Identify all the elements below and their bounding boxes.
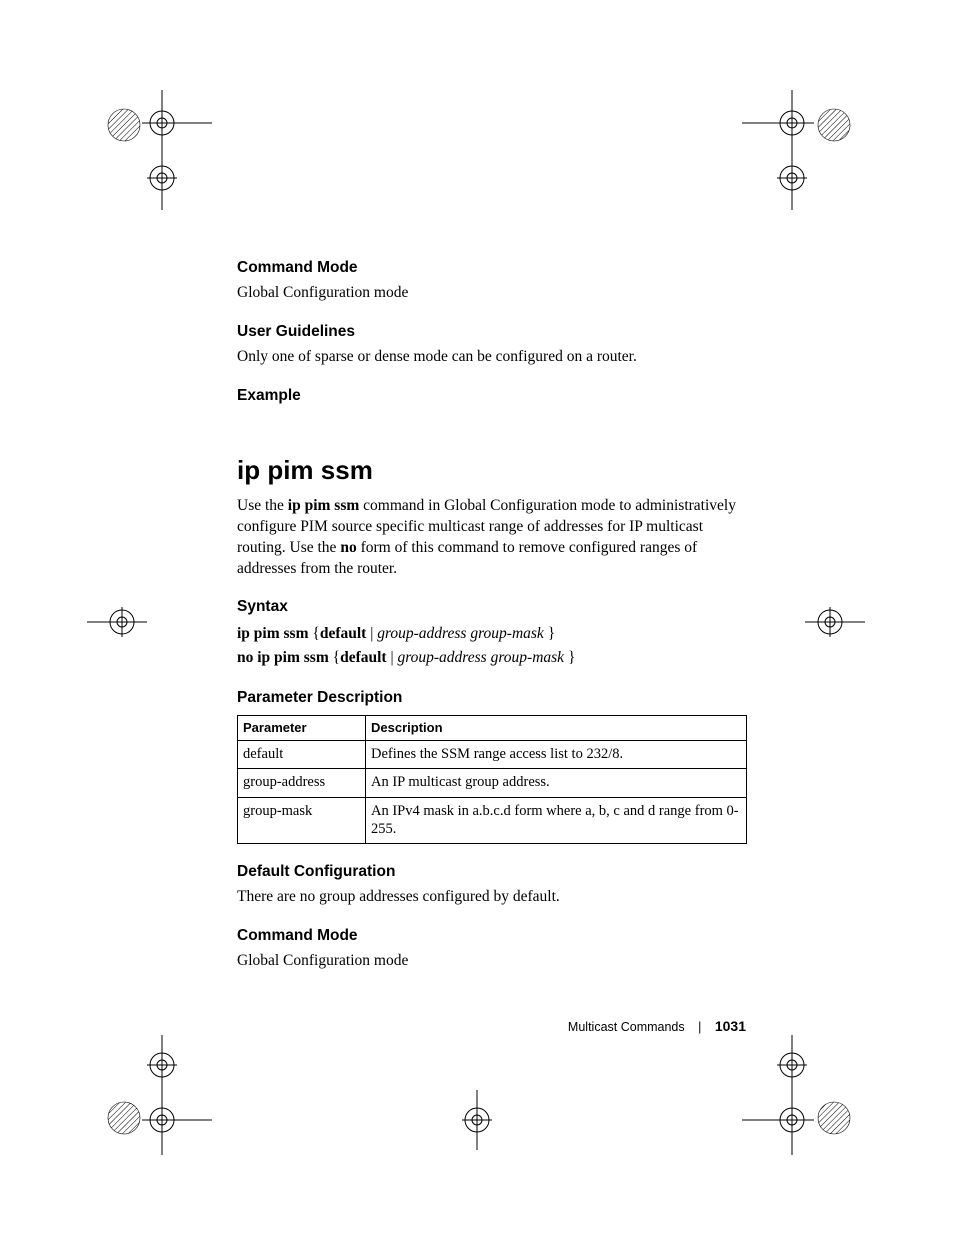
syntax-line: no ip pim ssm {default | group-address g… (237, 646, 747, 670)
heading-command-mode: Command Mode (237, 926, 747, 947)
crop-mark-icon (452, 1090, 502, 1150)
footer-section: Multicast Commands (568, 1020, 685, 1034)
heading-user-guidelines: User Guidelines (237, 322, 747, 343)
syntax-block: ip pim ssm {default | group-address grou… (237, 622, 747, 670)
page: Command Mode Global Configuration mode U… (0, 0, 954, 1235)
page-footer: Multicast Commands | 1031 (568, 1018, 746, 1034)
table-row: group-address An IP multicast group addr… (238, 769, 747, 797)
table-row: default Defines the SSM range access lis… (238, 741, 747, 769)
crop-mark-icon (742, 90, 857, 210)
syntax-line: ip pim ssm {default | group-address grou… (237, 622, 747, 646)
crop-mark-icon (805, 600, 865, 645)
table-header-row: Parameter Description (238, 716, 747, 741)
crop-mark-icon (102, 1035, 212, 1155)
heading-example: Example (237, 386, 747, 407)
body-text: Only one of sparse or dense mode can be … (237, 347, 747, 368)
page-title: ip pim ssm (237, 455, 747, 486)
table-cell: group-address (238, 769, 366, 797)
content-block: Command Mode Global Configuration mode U… (237, 258, 747, 990)
parameter-table: Parameter Description default Defines th… (237, 715, 747, 844)
keyword-no: no (340, 539, 356, 556)
table-header: Parameter (238, 716, 366, 741)
table-cell: default (238, 741, 366, 769)
syntax-token: | (387, 649, 398, 666)
crop-mark-icon (102, 90, 212, 210)
syntax-token: } (564, 649, 575, 666)
syntax-token: default (340, 649, 387, 666)
footer-separator: | (698, 1020, 701, 1034)
page-number: 1031 (715, 1018, 746, 1034)
text: Use the (237, 497, 288, 514)
table-cell: group-mask (238, 797, 366, 843)
syntax-token: { (329, 649, 340, 666)
table-row: group-mask An IPv4 mask in a.b.c.d form … (238, 797, 747, 843)
body-text: There are no group addresses configured … (237, 887, 747, 908)
heading-command-mode: Command Mode (237, 258, 747, 279)
table-cell: Defines the SSM range access list to 232… (366, 741, 747, 769)
command-name: ip pim ssm (288, 497, 360, 514)
syntax-token: group-address group-mask (377, 625, 544, 642)
heading-parameter-description: Parameter Description (237, 688, 747, 709)
heading-default-configuration: Default Configuration (237, 862, 747, 883)
syntax-token: no ip pim ssm (237, 649, 329, 666)
syntax-token: default (320, 625, 367, 642)
crop-mark-icon (742, 1035, 857, 1155)
table-header: Description (366, 716, 747, 741)
crop-mark-icon (87, 600, 147, 645)
heading-syntax: Syntax (237, 597, 747, 618)
intro-paragraph: Use the ip pim ssm command in Global Con… (237, 496, 747, 580)
body-text: Global Configuration mode (237, 951, 747, 972)
syntax-token: group-address group-mask (397, 649, 564, 666)
syntax-token: { (309, 625, 320, 642)
table-cell: An IPv4 mask in a.b.c.d form where a, b,… (366, 797, 747, 843)
body-text: Global Configuration mode (237, 283, 747, 304)
table-cell: An IP multicast group address. (366, 769, 747, 797)
syntax-token: } (544, 625, 555, 642)
syntax-token: ip pim ssm (237, 625, 309, 642)
syntax-token: | (366, 625, 377, 642)
